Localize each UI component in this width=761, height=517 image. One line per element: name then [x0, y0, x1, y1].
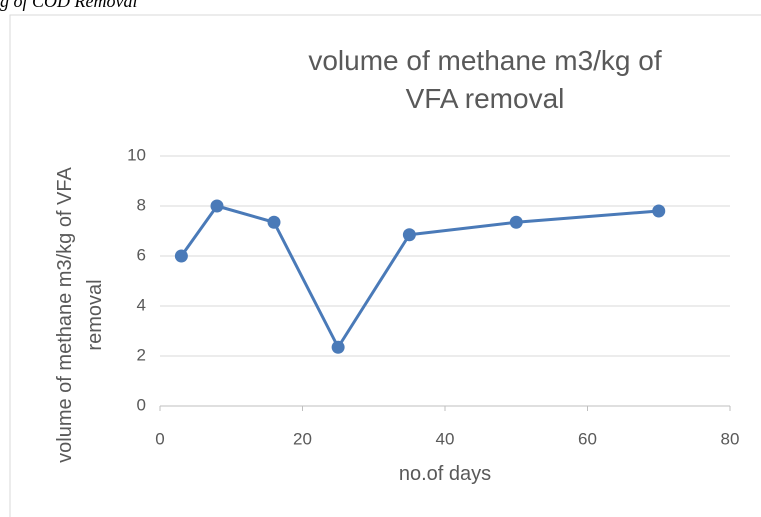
- x-tick-label: 80: [721, 429, 740, 448]
- data-point: [402, 228, 416, 242]
- data-point: [331, 340, 345, 354]
- x-tick-label: 0: [155, 429, 164, 448]
- data-point: [174, 249, 188, 263]
- data-point: [509, 215, 523, 229]
- x-tick-label: 20: [293, 429, 312, 448]
- x-tick-label: 40: [436, 429, 455, 448]
- data-line: [180, 204, 659, 349]
- x-axis-title: no.of days: [398, 463, 492, 485]
- y-tick-label: 0: [137, 395, 146, 414]
- y-tick-label: 8: [137, 195, 146, 214]
- chart-frame: [9, 14, 761, 517]
- data-point: [652, 204, 666, 218]
- x-tick-label: 60: [578, 429, 597, 448]
- y-tick-label: 4: [137, 295, 146, 314]
- y-axis-title: volume of methane m3/kg of VFA removal: [54, 167, 106, 463]
- data-point: [210, 199, 224, 213]
- caption: g of COD Removal: [0, 0, 138, 11]
- chart-title: volume of methane m3/kg of VFA removal: [308, 45, 662, 114]
- data-point: [267, 215, 281, 229]
- y-tick-label: 6: [137, 245, 146, 264]
- y-tick-label: 2: [137, 345, 146, 364]
- y-tick-label: 10: [127, 145, 146, 164]
